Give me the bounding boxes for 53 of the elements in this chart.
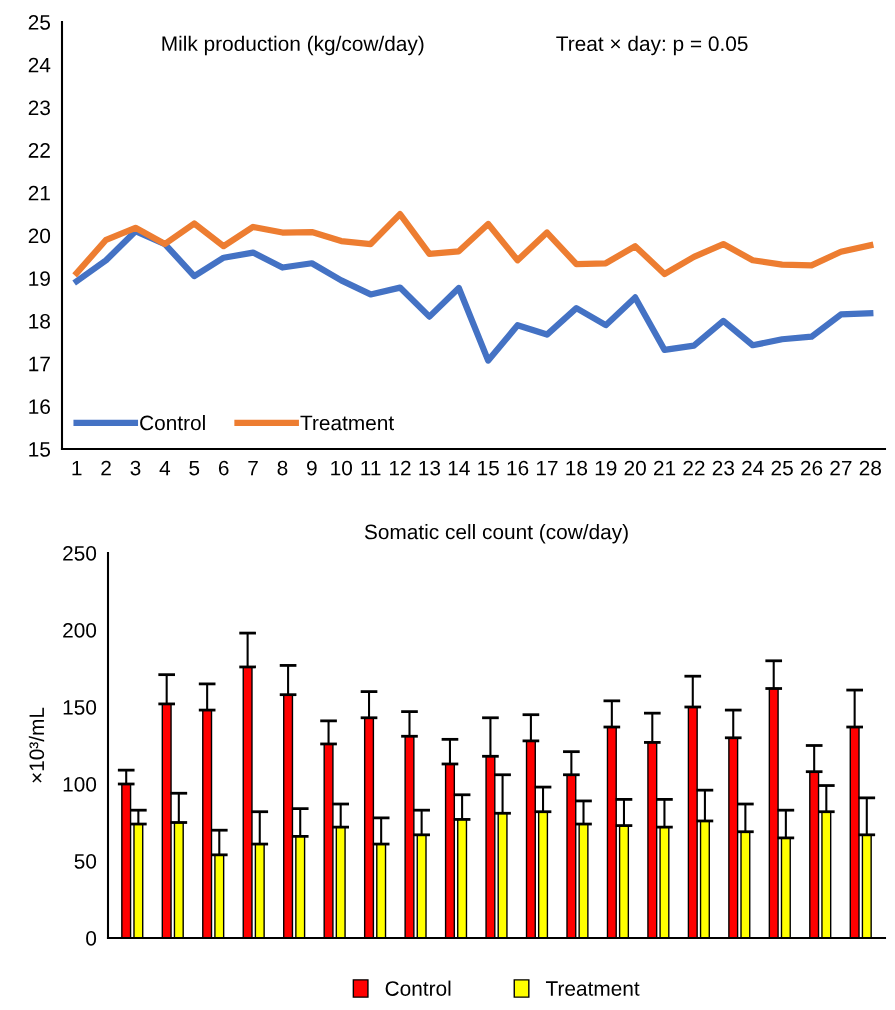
x-tick-label: 28 bbox=[859, 460, 881, 476]
x-tick-label: 27 bbox=[830, 460, 852, 476]
legend-label: Control bbox=[385, 980, 451, 996]
x-tick-label: 16 bbox=[507, 460, 529, 476]
legend-label: Treatment bbox=[300, 415, 394, 431]
y-tick-label: 100 bbox=[63, 777, 97, 792]
x-tick-label: 23 bbox=[712, 460, 735, 476]
y-tick-label: 200 bbox=[63, 623, 97, 638]
chart-title: Somatic cell count (cow/day) bbox=[364, 524, 628, 544]
y-tick-label: 18 bbox=[29, 313, 50, 329]
y-tick-label: 17 bbox=[29, 356, 50, 372]
y-tick-label: 22 bbox=[28, 143, 50, 158]
x-tick-label: 11 bbox=[361, 460, 381, 476]
x-tick-label: 3 bbox=[130, 460, 141, 476]
x-tick-label: 22 bbox=[683, 460, 705, 476]
legend-label: Treatment bbox=[545, 981, 640, 996]
y-tick-label: 50 bbox=[74, 854, 97, 869]
y-tick-label: 16 bbox=[29, 399, 50, 415]
y-tick-label: 250 bbox=[63, 546, 97, 561]
x-tick-label: 9 bbox=[307, 460, 317, 476]
annotation: Treat × day: p = 0.05 bbox=[556, 35, 748, 56]
x-tick-label: 12 bbox=[390, 460, 411, 476]
x-tick-label: 10 bbox=[331, 460, 352, 476]
x-tick-label: 18 bbox=[566, 460, 588, 476]
y-tick-label: 25 bbox=[28, 15, 51, 30]
x-tick-label: 17 bbox=[536, 460, 558, 476]
x-tick-label: 1 bbox=[72, 460, 82, 476]
x-tick-label: 25 bbox=[771, 460, 793, 476]
x-tick-label: 7 bbox=[248, 460, 258, 476]
text: Milk production (kg/cow/day) bbox=[162, 35, 424, 56]
legend-label: Control bbox=[140, 415, 205, 431]
x-tick-label: 24 bbox=[742, 460, 764, 476]
y-tick-label: 23 bbox=[28, 100, 50, 116]
x-tick-label: 21 bbox=[654, 460, 676, 476]
y-tick-label: 20 bbox=[28, 228, 51, 244]
y-axis-title: ×10³/mL bbox=[28, 707, 45, 783]
x-tick-label: 14 bbox=[448, 460, 470, 476]
x-tick-label: 20 bbox=[624, 460, 646, 476]
y-tick-label: 150 bbox=[63, 700, 97, 715]
y-tick-label: 19 bbox=[29, 271, 50, 286]
y-tick-label: 24 bbox=[28, 57, 51, 73]
x-tick-label: 6 bbox=[218, 460, 229, 476]
x-tick-label: 19 bbox=[595, 460, 617, 476]
x-tick-label: 13 bbox=[419, 460, 441, 476]
y-tick-label: 15 bbox=[29, 442, 51, 457]
x-tick-label: 4 bbox=[159, 460, 171, 476]
y-tick-label: 21 bbox=[28, 185, 50, 201]
y-tick-label: 0 bbox=[86, 931, 97, 946]
x-tick-label: 2 bbox=[101, 460, 111, 476]
x-tick-label: 26 bbox=[800, 460, 823, 476]
x-tick-label: 15 bbox=[478, 460, 499, 476]
x-tick-label: 5 bbox=[189, 460, 200, 476]
x-tick-label: 8 bbox=[277, 460, 288, 476]
